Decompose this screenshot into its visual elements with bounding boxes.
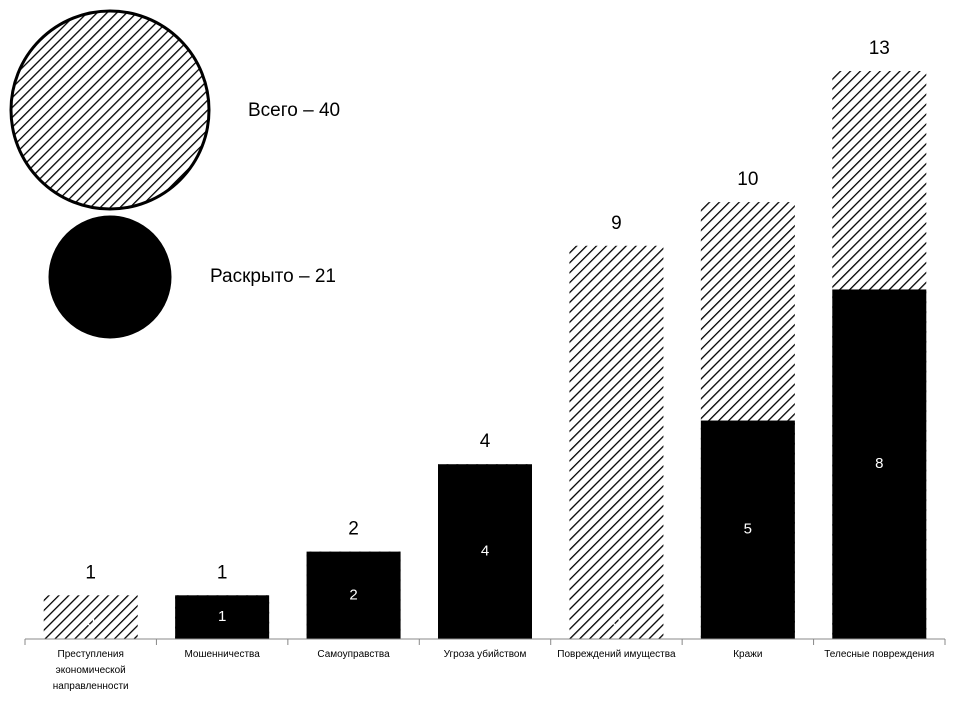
legend-marker <box>48 215 172 339</box>
bar <box>175 595 270 639</box>
x-tick-label: Преступления экономической направленност… <box>52 649 129 692</box>
value-label: 13 <box>869 38 890 59</box>
x-tick-label: Повреждений имущества <box>557 649 676 660</box>
value-label: 2 <box>348 519 359 540</box>
bar <box>700 420 795 639</box>
x-tick-label: Самоуправства <box>317 649 390 660</box>
x-tick-label: Мошенничества <box>184 649 260 660</box>
value-label: 0 <box>87 613 95 630</box>
x-tick-label: Угроза убийством <box>443 649 527 660</box>
value-label: 4 <box>481 543 489 560</box>
value-label: 4 <box>480 431 491 452</box>
bar <box>569 245 664 639</box>
value-label: 10 <box>737 169 758 190</box>
value-label: 1 <box>85 562 96 583</box>
value-label: 9 <box>611 213 622 234</box>
bar <box>43 595 138 639</box>
legend-label: Всего – 40 <box>248 100 340 121</box>
x-tick-label: Кражи <box>733 649 763 660</box>
bar <box>438 464 532 639</box>
bar <box>832 289 927 639</box>
value-label: 0 <box>612 613 620 630</box>
legend-label: Раскрыто – 21 <box>210 266 336 287</box>
legend-marker <box>9 9 211 211</box>
value-label: 1 <box>217 562 228 583</box>
value-label: 1 <box>218 608 226 625</box>
bar <box>306 551 401 639</box>
value-label: 8 <box>875 455 883 472</box>
value-label: 5 <box>744 521 752 538</box>
value-label: 2 <box>349 586 357 603</box>
x-tick-label: Телесные повреждения <box>824 649 935 660</box>
